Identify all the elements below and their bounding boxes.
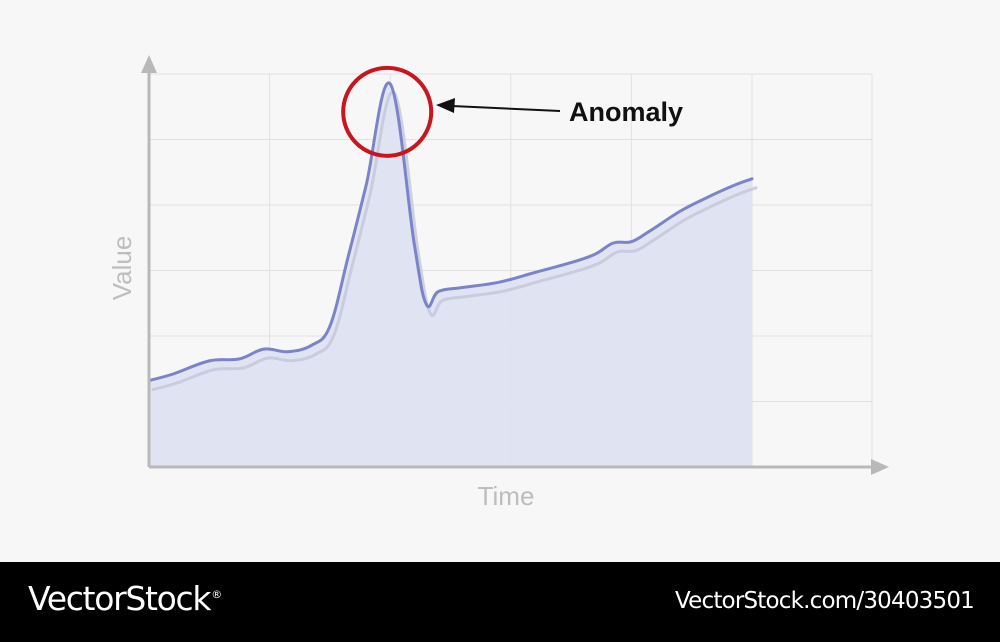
chart-svg: Time Value Anomaly bbox=[107, 55, 889, 511]
annotation-label: Anomaly bbox=[569, 97, 683, 127]
brand-logo: VectorStock® bbox=[28, 579, 222, 618]
image-id: VectorStock.com/30403501 bbox=[675, 588, 975, 614]
annotation-arrow-line bbox=[451, 105, 561, 112]
x-axis-arrow-icon bbox=[871, 459, 889, 475]
watermark-footer: VectorStock® VectorStock.com/30403501 bbox=[0, 562, 1000, 642]
annotation-arrow-icon bbox=[436, 98, 455, 113]
series-line bbox=[147, 81, 754, 382]
x-axis-label: Time bbox=[478, 481, 535, 511]
y-axis-arrow-icon bbox=[141, 55, 157, 73]
registered-mark: ® bbox=[211, 588, 222, 601]
series-line-shadow bbox=[151, 90, 758, 391]
anomaly-highlight-circle bbox=[341, 65, 434, 158]
chart-area: Time Value Anomaly bbox=[107, 55, 889, 511]
y-axis-label: Value bbox=[107, 236, 137, 301]
brand-name: VectorStock bbox=[28, 579, 211, 618]
area-fill bbox=[149, 82, 752, 467]
